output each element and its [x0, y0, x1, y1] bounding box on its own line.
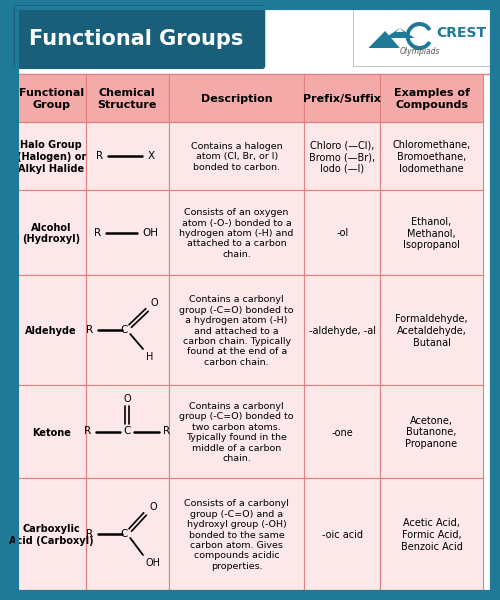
Bar [380, 74, 482, 122]
Text: Halo Group
(Halogen) or
Alkyl Halide: Halo Group (Halogen) or Alkyl Halide [16, 140, 86, 173]
Text: R: R [163, 427, 170, 437]
Text: Olympiads: Olympiads [399, 47, 440, 56]
Bar [380, 190, 482, 275]
Text: Prefix/Suffix: Prefix/Suffix [304, 94, 382, 104]
Text: O: O [149, 502, 156, 512]
Bar [304, 478, 380, 590]
Bar [17, 74, 86, 122]
Text: Contains a halogen
atom (Cl, Br, or I)
bonded to carbon.: Contains a halogen atom (Cl, Br, or I) b… [191, 142, 282, 172]
FancyBboxPatch shape [14, 5, 266, 69]
Text: Carboxylic
Acid (Carboxyl): Carboxylic Acid (Carboxyl) [9, 524, 94, 546]
Text: R: R [96, 151, 104, 161]
Bar [304, 190, 380, 275]
Bar [86, 74, 169, 122]
Bar [169, 122, 304, 190]
Text: R: R [94, 227, 102, 238]
Wedge shape [406, 22, 431, 50]
Text: R: R [84, 427, 91, 437]
Text: -one: -one [332, 427, 353, 437]
Bar [86, 385, 169, 478]
Bar [304, 122, 380, 190]
Bar [304, 275, 380, 385]
Text: C: C [120, 325, 128, 335]
Text: Formaldehyde,
Acetaldehyde,
Butanal: Formaldehyde, Acetaldehyde, Butanal [395, 314, 468, 347]
Bar [17, 275, 86, 385]
Polygon shape [368, 31, 400, 48]
Text: C: C [124, 427, 131, 437]
Text: Consists of an oxygen
atom (-O-) bonded to a
hydrogen atom (-H) and
attached to : Consists of an oxygen atom (-O-) bonded … [180, 208, 294, 259]
Text: O: O [151, 298, 158, 308]
Text: Contains a carbonyl
group (-C=O) bonded to
a hydrogen atom (-H)
and attached to : Contains a carbonyl group (-C=O) bonded … [180, 295, 294, 367]
Text: Ketone: Ketone [32, 427, 70, 437]
Text: Contains a carbonyl
group (-C=O) bonded to
two carbon atoms.
Typically found in : Contains a carbonyl group (-C=O) bonded … [180, 402, 294, 463]
Bar [380, 478, 482, 590]
Text: R: R [86, 529, 94, 539]
Text: Acetone,
Butanone,
Propanone: Acetone, Butanone, Propanone [406, 416, 458, 449]
Bar [17, 190, 86, 275]
Bar [86, 190, 169, 275]
Text: O: O [124, 395, 131, 404]
Bar [86, 275, 169, 385]
Text: OH: OH [143, 227, 159, 238]
Bar [169, 74, 304, 122]
Bar [169, 190, 304, 275]
Bar [169, 478, 304, 590]
Polygon shape [385, 28, 414, 38]
Text: Alcohol
(Hydroxyl): Alcohol (Hydroxyl) [22, 223, 80, 244]
Bar [380, 385, 482, 478]
Text: Examples of
Compounds: Examples of Compounds [394, 88, 469, 110]
Text: H: H [146, 352, 154, 362]
Polygon shape [396, 28, 404, 32]
Bar [17, 385, 86, 478]
Bar [17, 74, 492, 592]
Bar [304, 74, 380, 122]
Bar [17, 122, 86, 190]
Text: CREST: CREST [436, 26, 486, 40]
Bar [169, 275, 304, 385]
Text: Chloro (—Cl),
Bromo (—Br),
Iodo (—I): Chloro (—Cl), Bromo (—Br), Iodo (—I) [310, 140, 376, 173]
Bar [17, 478, 86, 590]
Bar [86, 478, 169, 590]
Text: Chemical
Structure: Chemical Structure [98, 88, 157, 110]
Text: Ethanol,
Methanol,
Isopropanol: Ethanol, Methanol, Isopropanol [403, 217, 460, 250]
Bar [380, 122, 482, 190]
Text: OH: OH [146, 558, 160, 568]
Bar [380, 275, 482, 385]
Bar [352, 8, 492, 66]
Text: -oic acid: -oic acid [322, 530, 363, 540]
Text: Functional
Group: Functional Group [18, 88, 84, 110]
Text: Functional Groups: Functional Groups [28, 29, 243, 49]
Text: R: R [86, 325, 94, 335]
Text: -aldehyde, -al: -aldehyde, -al [309, 326, 376, 336]
Bar [86, 122, 169, 190]
Text: -ol: -ol [336, 229, 348, 238]
Bar [304, 385, 380, 478]
Text: Acetic Acid,
Formic Acid,
Benzoic Acid: Acetic Acid, Formic Acid, Benzoic Acid [400, 518, 462, 551]
Text: Description: Description [201, 94, 272, 104]
Text: X: X [148, 151, 154, 161]
Text: Aldehyde: Aldehyde [26, 326, 77, 336]
Text: Consists of a carbonyl
group (-C=O) and a
hydroxyl group (-OH)
bonded to the sam: Consists of a carbonyl group (-C=O) and … [184, 499, 289, 571]
Bar [169, 385, 304, 478]
Text: C: C [120, 529, 128, 539]
Text: Chloromethane,
Bromoethane,
Iodomethane: Chloromethane, Bromoethane, Iodomethane [392, 140, 470, 173]
